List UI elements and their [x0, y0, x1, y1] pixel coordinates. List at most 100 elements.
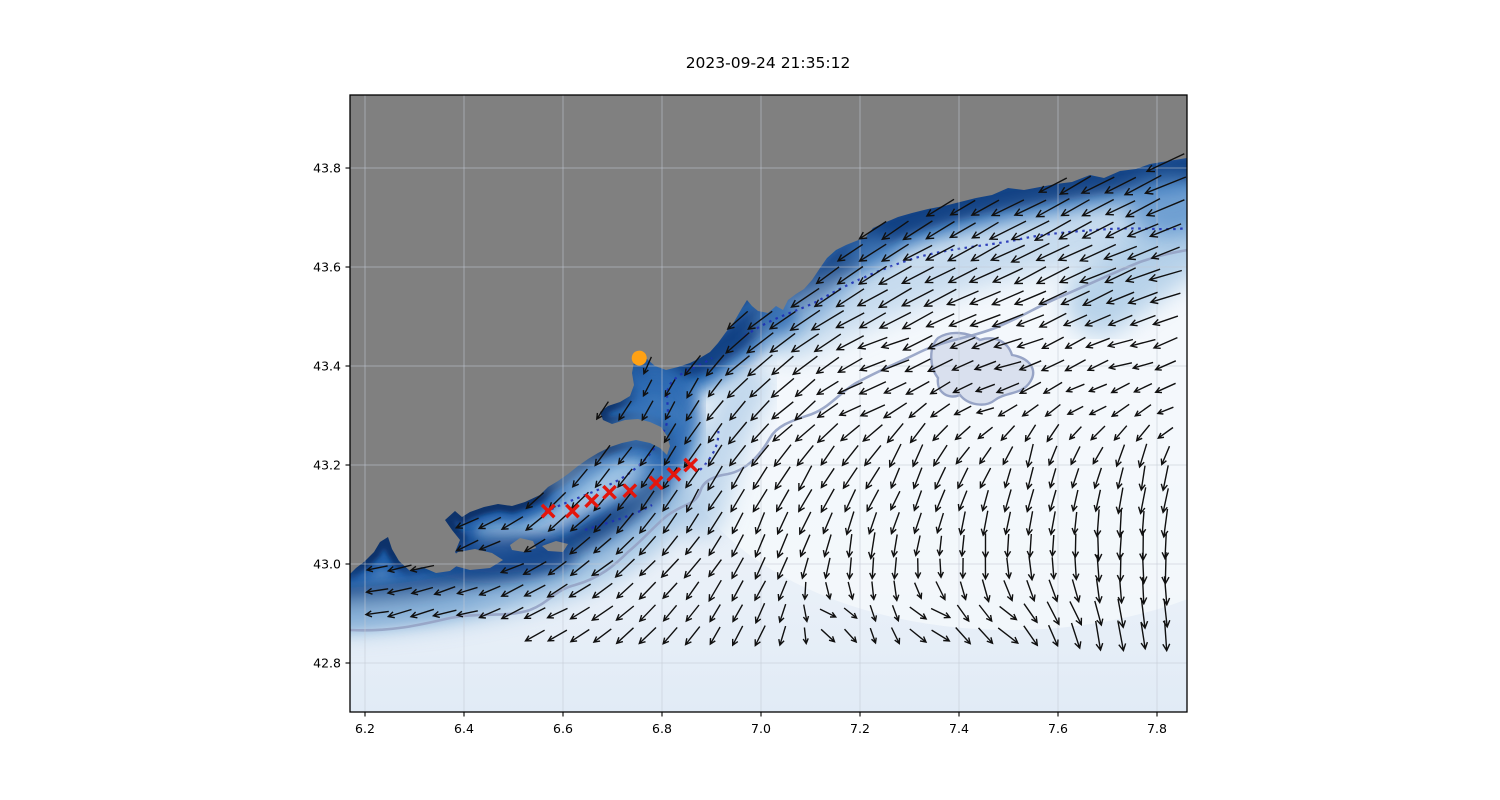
quiver-arrow: [615, 605, 635, 621]
quiver-arrow: [686, 488, 700, 514]
quiver-arrow: [820, 467, 835, 489]
quiver-arrow: [1081, 289, 1114, 306]
quiver-arrow: [638, 559, 656, 577]
quiver-arrow: [1134, 404, 1152, 417]
quiver-arrow: [913, 582, 923, 600]
quiver-arrow: [822, 534, 832, 558]
grid-lines: [350, 95, 1187, 712]
quiver-arrow: [846, 534, 854, 559]
quiver-arrow: [1080, 176, 1115, 194]
quiver-arrow: [1116, 531, 1124, 561]
quiver-arrow: [891, 557, 899, 581]
quiver-arrow: [1093, 509, 1102, 538]
quiver-arrow: [1033, 219, 1072, 241]
quiver-arrow: [1148, 223, 1182, 238]
quiver-arrow: [930, 607, 952, 619]
quiver-arrow: [890, 467, 901, 490]
quiver-arrow: [820, 445, 835, 467]
quiver-arrow: [640, 468, 655, 489]
quiver-arrow: [990, 199, 1025, 217]
quiver-arrow: [660, 558, 680, 579]
quiver-arrow: [1049, 534, 1057, 558]
quiver-arrow: [1070, 622, 1082, 650]
plot-title: 2023-09-24 21:35:12: [686, 54, 851, 72]
quiver-arrow: [754, 625, 766, 647]
y-axis: 42.8 43.0 43.2 43.4 43.6 43.8: [313, 160, 350, 670]
navy-dotted-isoline: [584, 504, 653, 532]
quiver-arrow: [1072, 556, 1080, 581]
quiver-arrow: [900, 266, 934, 284]
quiver-arrow: [1060, 199, 1090, 217]
quiver-arrow: [1071, 579, 1081, 604]
quiver-arrow: [904, 358, 931, 373]
quiver-arrow: [978, 604, 993, 623]
quiver-arrow: [1126, 223, 1159, 238]
quiver-arrow: [882, 402, 908, 419]
quiver-arrow: [901, 311, 934, 330]
quiver-arrow: [616, 490, 634, 512]
quiver-arrow: [750, 444, 770, 467]
quiver-arrow: [547, 560, 567, 576]
quiver-arrow: [1105, 291, 1135, 305]
quiver-arrow: [891, 605, 900, 623]
navy-dotted-isoline: [744, 226, 1187, 337]
quiver-arrow: [1013, 266, 1047, 285]
quiver-arrow: [1161, 532, 1170, 561]
quiver-arrow: [844, 489, 857, 513]
quiver-arrow: [890, 511, 900, 536]
quiver-arrow: [869, 627, 877, 645]
quiver-arrow: [499, 562, 525, 574]
quiver-arrow: [1025, 511, 1034, 536]
quiver-arrow: [662, 604, 678, 622]
quiver-arrow: [1048, 489, 1057, 513]
quiver-arrow: [837, 357, 863, 373]
quiver-arrow: [946, 243, 978, 262]
quiver-arrow: [843, 607, 858, 619]
quiver-arrow: [856, 289, 889, 307]
quiver-arrow: [857, 336, 888, 350]
quiver-arrow: [752, 488, 768, 513]
quiver-arrow: [771, 401, 794, 420]
quiver-arrow: [1088, 405, 1107, 416]
quiver-arrow: [934, 489, 946, 513]
quiver-arrow: [835, 288, 865, 308]
x-tick-label: 7.8: [1147, 721, 1167, 736]
quiver-arrow: [754, 557, 766, 580]
quiver-arrow: [1024, 424, 1037, 443]
quiver-arrow: [934, 466, 947, 490]
quiver-arrow: [951, 359, 974, 371]
quiver-arrow: [1023, 603, 1038, 624]
quiver-arrow: [661, 535, 679, 557]
quiver-arrow: [1160, 508, 1169, 539]
quiver-arrow: [912, 444, 924, 468]
quiver-arrow: [705, 354, 725, 377]
quiver-arrow: [685, 400, 700, 422]
quiver-arrow: [929, 403, 951, 418]
quiver-arrow: [454, 517, 479, 529]
quiver-arrow: [935, 581, 946, 601]
quiver-arrow: [1013, 199, 1047, 217]
quiver-arrow: [1148, 269, 1182, 283]
quiver-arrow: [935, 512, 945, 535]
quiver-arrow: [547, 514, 567, 533]
quiver-arrow: [684, 536, 701, 556]
quiver-arrow: [869, 557, 876, 580]
quiver-arrow: [825, 582, 832, 601]
quiver-arrow: [1058, 267, 1092, 284]
quiver-arrow: [663, 423, 677, 444]
quiver-arrow: [798, 489, 813, 513]
quiver-arrow: [820, 628, 836, 643]
quiver-arrow: [842, 467, 858, 490]
quiver-arrow: [1037, 177, 1068, 193]
quiver-arrow: [979, 446, 992, 465]
quiver-arrow: [954, 425, 971, 441]
quiver-arrow: [639, 444, 656, 467]
quiver-arrow: [800, 557, 809, 580]
red-x-track-marker: [565, 503, 580, 519]
quiver-arrow: [991, 313, 1024, 328]
quiver-arrow: [1021, 404, 1039, 417]
quiver-arrow: [858, 381, 887, 395]
quiver-arrow: [862, 424, 883, 442]
quiver-arrow: [880, 359, 910, 373]
quiver-arrow: [843, 628, 858, 644]
